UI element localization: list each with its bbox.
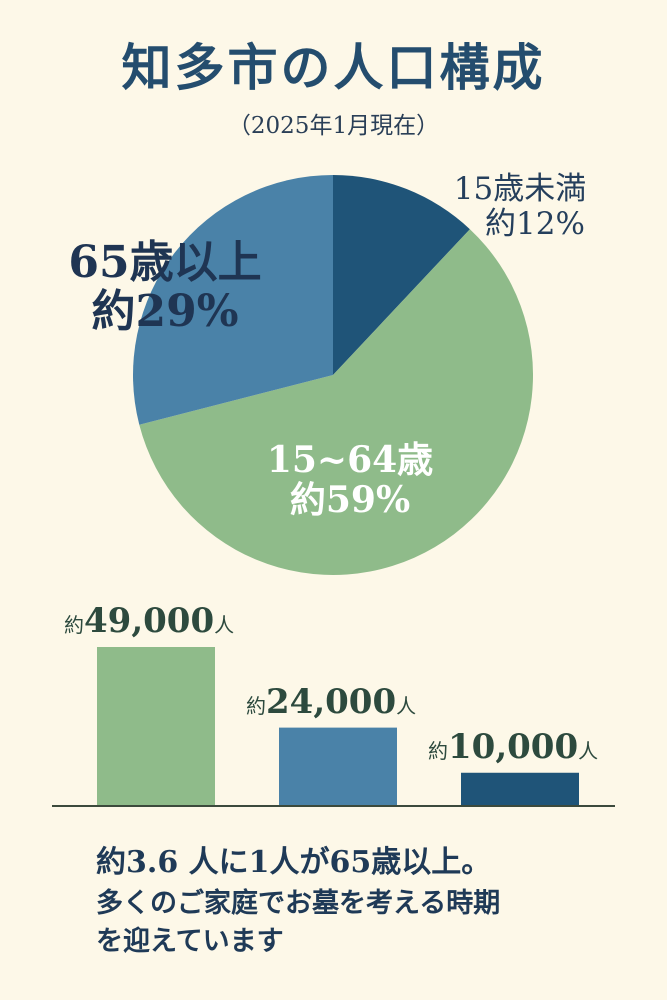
bar-label-prefix: 約 bbox=[428, 738, 448, 763]
pie-label-under15: 15歳未満 約12% bbox=[430, 172, 610, 241]
bar-chart: 約49,000人 約24,000人 約10,000人 bbox=[0, 590, 667, 815]
pie-label-working-age-percent: 約59% bbox=[289, 479, 411, 522]
bar-label-value: 10,000 bbox=[448, 726, 579, 767]
pie-slice-working-age bbox=[139, 229, 534, 575]
bar-label-prefix: 約 bbox=[64, 613, 84, 637]
bar-65plus bbox=[279, 727, 397, 805]
bar-under15 bbox=[461, 772, 579, 805]
bar-label-unit: 人 bbox=[396, 693, 417, 718]
pie-label-65plus: 65歳以上 約29% bbox=[40, 238, 290, 337]
bar-label-unit: 人 bbox=[214, 613, 235, 637]
summary-line-2: 多くのご家庭でお墓を考える時期 bbox=[96, 887, 501, 919]
bar-label-working-age: 約49,000人 bbox=[64, 601, 234, 641]
bar-label-unit: 人 bbox=[578, 738, 599, 763]
bar-label-under15: 約10,000人 bbox=[428, 727, 598, 767]
summary-line-1: 約3.6 人に1人が65歳以上。 bbox=[96, 845, 492, 880]
pie-label-working-age-category: 15~64歳 bbox=[266, 439, 434, 481]
bar-label-value: 49,000 bbox=[84, 601, 215, 641]
pie-slice-under15 bbox=[333, 175, 470, 375]
pie-label-under15-category: 15歳未満 bbox=[453, 171, 587, 207]
summary-line-3: を迎えています bbox=[96, 925, 284, 957]
bar-label-value: 24,000 bbox=[266, 681, 397, 722]
summary-text: 約3.6 人に1人が65歳以上。 多くのご家庭でお墓を考える時期 を迎えています bbox=[96, 842, 636, 961]
pie-label-65plus-category: 65歳以上 bbox=[68, 237, 262, 288]
bar-label-prefix: 約 bbox=[246, 693, 266, 718]
pie-label-65plus-percent: 約29% bbox=[91, 286, 239, 338]
pie-label-under15-percent: 約12% bbox=[485, 205, 585, 242]
bar-label-65plus: 約24,000人 bbox=[246, 682, 416, 722]
page-subtitle: （2025年1月現在） bbox=[227, 113, 440, 139]
page-title: 知多市の人口構成 bbox=[121, 38, 546, 97]
bar-working-age bbox=[97, 647, 215, 805]
bar-chart-canvas bbox=[52, 647, 615, 807]
pie-chart bbox=[132, 175, 534, 575]
pie-slice-65plus bbox=[132, 175, 333, 425]
pie-label-working-age: 15~64歳 約59% bbox=[240, 440, 460, 521]
